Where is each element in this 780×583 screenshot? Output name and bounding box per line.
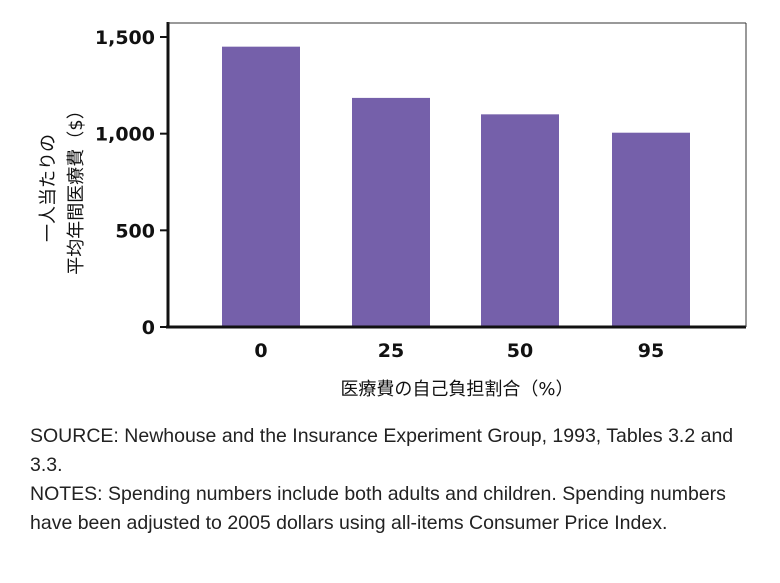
y-axis-title-line-1: 一人当たりの <box>38 134 59 242</box>
y-tick-label: 500 <box>115 220 155 242</box>
y-ticks-group: 0 500 1,000 1,500 <box>95 27 168 339</box>
bar-0 <box>222 46 300 328</box>
y-axis-title: 一人当たりの 平均年間医療費（$） <box>38 101 87 274</box>
bar-95 <box>612 132 690 327</box>
x-tick-label: 50 <box>507 340 533 362</box>
y-axis-title-line-2: 平均年間医療費（$） <box>66 101 87 274</box>
y-tick-label: 0 <box>142 317 155 339</box>
source-note: SOURCE: Newhouse and the Insurance Exper… <box>30 425 734 476</box>
x-ticks-group: 0 25 50 95 <box>254 340 664 362</box>
y-tick-label: 1,500 <box>95 27 155 49</box>
x-tick-label: 25 <box>378 340 404 362</box>
bar-chart: 0 500 1,000 1,500 0 25 50 95 医療費の自己負担割合（%） 一人当… <box>38 22 747 400</box>
bars-group <box>222 46 690 328</box>
x-tick-label: 95 <box>638 340 664 362</box>
x-tick-label: 0 <box>254 340 267 362</box>
chart-notes: SOURCE: Newhouse and the Insurance Exper… <box>30 422 770 538</box>
y-tick-label: 1,000 <box>95 124 155 146</box>
x-axis-title: 医療費の自己負担割合（%） <box>340 379 573 400</box>
bar-50 <box>481 114 559 327</box>
bar-25 <box>352 97 430 328</box>
notes-text: NOTES: Spending numbers include both adu… <box>30 483 726 534</box>
